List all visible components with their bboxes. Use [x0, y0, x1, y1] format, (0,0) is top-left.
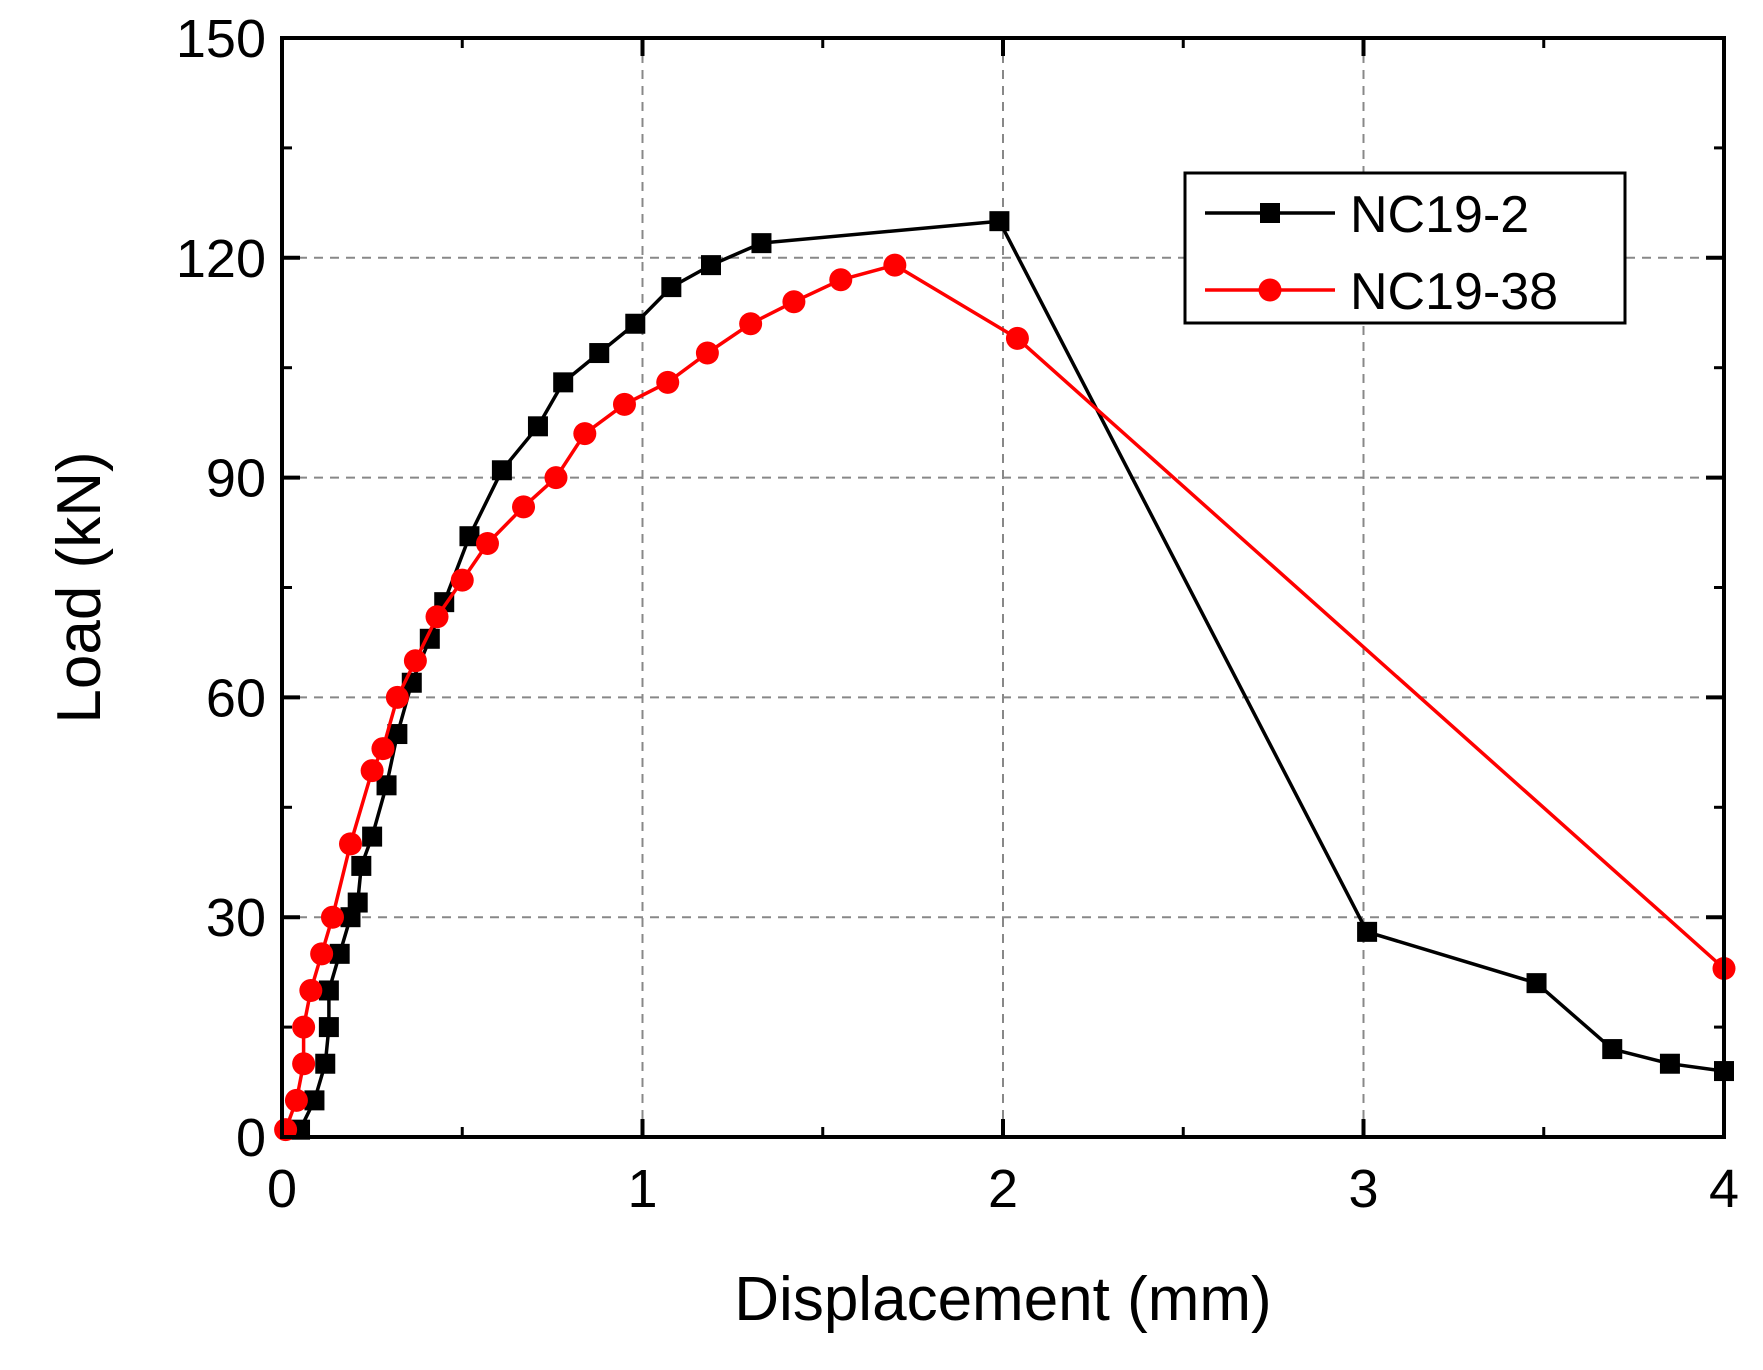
data-point-nc19-38: [310, 942, 334, 966]
series-nc19-38: [274, 253, 1736, 1142]
data-point-nc19-38: [1005, 326, 1029, 350]
x-tick-label: 4: [1709, 1159, 1739, 1219]
data-point-nc19-2: [362, 826, 383, 847]
data-point-nc19-38: [299, 978, 323, 1002]
legend-label: NC19-2: [1350, 186, 1529, 244]
data-point-nc19-38: [292, 1015, 316, 1039]
data-point-nc19-38: [320, 905, 344, 929]
y-tick-label: 30: [206, 888, 266, 948]
data-point-nc19-2: [751, 233, 772, 254]
data-point-nc19-38: [475, 532, 499, 556]
data-point-nc19-38: [656, 370, 680, 394]
data-point-nc19-38: [782, 290, 806, 314]
data-point-nc19-2: [589, 343, 610, 364]
data-point-nc19-38: [371, 737, 395, 761]
data-point-nc19-2: [1602, 1039, 1623, 1060]
data-point-nc19-38: [883, 253, 907, 277]
legend-marker: [1260, 203, 1280, 223]
data-point-nc19-38: [829, 268, 853, 292]
x-axis-title: Displacement (mm): [734, 1265, 1271, 1334]
legend-item-nc19-38: NC19-38: [1205, 263, 1558, 321]
data-point-nc19-38: [292, 1052, 316, 1076]
legend-box: [1183, 171, 1627, 325]
data-point-nc19-2: [1659, 1053, 1680, 1074]
data-point-nc19-38: [360, 759, 384, 783]
data-point-nc19-2: [989, 211, 1010, 232]
data-point-nc19-2: [318, 980, 339, 1001]
series-layer: [274, 211, 1736, 1142]
data-point-nc19-2: [347, 892, 368, 913]
x-tick-label: 2: [988, 1159, 1018, 1219]
data-point-nc19-2: [527, 416, 548, 437]
y-tick-label: 120: [176, 229, 266, 289]
legend-item-nc19-2: NC19-2: [1205, 186, 1529, 244]
x-tick-label: 3: [1348, 1159, 1378, 1219]
data-point-nc19-2: [700, 255, 721, 276]
y-tick-label: 90: [206, 449, 266, 509]
data-point-nc19-2: [376, 775, 397, 796]
data-point-nc19-2: [491, 460, 512, 481]
data-point-nc19-2: [459, 526, 480, 547]
legend: NC19-2 NC19-38: [1183, 171, 1627, 325]
data-point-nc19-38: [573, 422, 597, 446]
data-point-nc19-38: [403, 649, 427, 673]
data-point-nc19-38: [450, 568, 474, 592]
data-point-nc19-38: [612, 392, 636, 416]
data-point-nc19-38: [695, 341, 719, 365]
x-tick-label: 0: [267, 1159, 297, 1219]
legend-marker: [1258, 278, 1282, 302]
y-tick-label: 150: [176, 9, 266, 69]
data-point-nc19-2: [661, 277, 682, 298]
x-tick-label: 1: [627, 1159, 657, 1219]
data-point-nc19-2: [1357, 921, 1378, 942]
data-point-nc19-2: [304, 1090, 325, 1111]
data-point-nc19-38: [425, 605, 449, 629]
data-point-nc19-2: [351, 855, 372, 876]
data-point-nc19-38: [385, 685, 409, 709]
data-point-nc19-2: [1526, 973, 1547, 994]
y-axis-title: Load (kN): [45, 451, 114, 723]
data-point-nc19-2: [315, 1053, 336, 1074]
data-point-nc19-38: [284, 1088, 308, 1112]
series-nc19-2: [290, 211, 1734, 1140]
data-point-nc19-2: [553, 372, 574, 393]
legend-label: NC19-38: [1350, 263, 1558, 321]
data-point-nc19-2: [318, 1017, 339, 1038]
data-point-nc19-2: [329, 943, 350, 964]
y-tick-label: 60: [206, 668, 266, 728]
data-point-nc19-38: [338, 832, 362, 856]
ticks: 0 1 2 3 4 0 30 60 90 120 150: [176, 9, 1739, 1219]
data-point-nc19-38: [544, 466, 568, 490]
data-point-nc19-38: [512, 495, 536, 519]
y-tick-label: 0: [236, 1108, 266, 1168]
data-point-nc19-38: [739, 312, 763, 336]
data-point-nc19-2: [387, 724, 408, 745]
data-point-nc19-2: [625, 313, 646, 334]
